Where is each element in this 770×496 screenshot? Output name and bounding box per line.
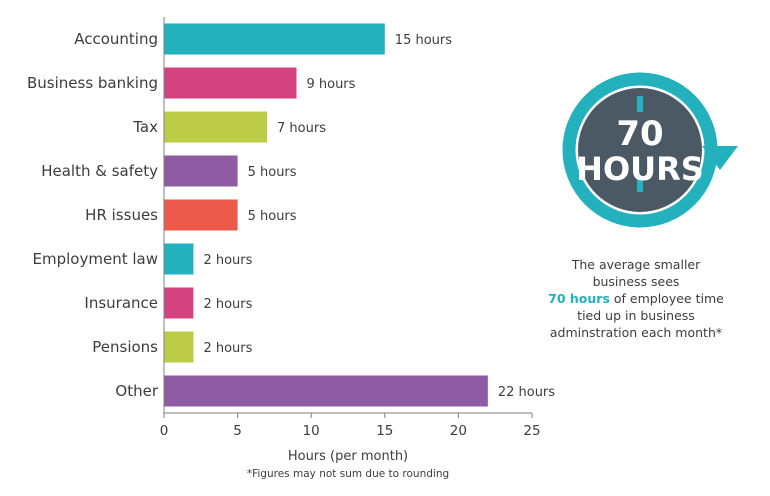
callout-line-2: business sees xyxy=(592,274,680,289)
category-label-pensions: Pensions xyxy=(92,338,158,356)
clock-value: 70 xyxy=(616,114,663,154)
bar-hr-issues xyxy=(164,199,238,231)
value-label-hr-issues: 5 hours xyxy=(248,209,297,224)
x-tick-label: 10 xyxy=(303,423,320,439)
bars-layer: Accounting 15 hours Business banking 9 hour… xyxy=(27,23,555,407)
x-tick-label: 15 xyxy=(376,423,393,439)
callout-line-1: The average smaller xyxy=(571,257,701,272)
bar-insurance xyxy=(164,287,194,319)
category-label-insurance: Insurance xyxy=(84,294,158,312)
bar-business-banking xyxy=(164,67,297,99)
value-label-employment-law: 2 hours xyxy=(203,253,252,268)
category-label-tax: Tax xyxy=(132,118,158,136)
category-label-other: Other xyxy=(115,382,158,400)
clock-icon: 70 HOURS xyxy=(562,72,738,228)
value-label-pensions: 2 hours xyxy=(203,341,252,356)
x-tick-label: 25 xyxy=(523,423,540,439)
callout-text: The average smaller business sees 70 hou… xyxy=(536,256,736,341)
x-tick-label: 20 xyxy=(450,423,467,439)
value-label-insurance: 2 hours xyxy=(203,297,252,312)
callout-line-5: adminstration each month* xyxy=(549,325,723,340)
bar-health-safety xyxy=(164,155,238,187)
clock-unit: HOURS xyxy=(576,150,704,188)
category-label-employment-law: Employment law xyxy=(33,250,158,268)
value-label-health-safety: 5 hours xyxy=(248,165,297,180)
x-axis: 0 5 10 15 20 25 xyxy=(160,17,541,439)
callout-highlight: 70 hours xyxy=(548,291,610,306)
value-label-business-banking: 9 hours xyxy=(306,77,355,92)
bar-tax xyxy=(164,111,268,143)
category-label-health-safety: Health & safety xyxy=(41,162,158,180)
clock-arrow-icon xyxy=(702,146,738,170)
bar-pensions xyxy=(164,331,194,363)
callout-line-4: tied up in business xyxy=(577,308,695,323)
clock-hand-top xyxy=(637,96,643,112)
value-label-accounting: 15 hours xyxy=(395,33,452,48)
footnote: *Figures may not sum due to rounding xyxy=(247,468,449,480)
x-tick-label: 5 xyxy=(233,423,242,439)
bar-accounting xyxy=(164,23,385,55)
clock-hand-bottom xyxy=(637,178,643,192)
bar-other xyxy=(164,375,488,407)
category-label-accounting: Accounting xyxy=(74,30,158,48)
value-label-tax: 7 hours xyxy=(277,121,326,136)
callout-line-3: 70 hours of employee time xyxy=(536,290,736,307)
category-label-business-banking: Business banking xyxy=(27,74,158,92)
x-axis-title: Hours (per month) xyxy=(288,449,408,464)
value-label-other: 22 hours xyxy=(498,385,555,400)
x-tick-label: 0 xyxy=(160,423,169,439)
callout-line-3-rest: of employee time xyxy=(609,291,724,306)
clock-face xyxy=(578,88,702,212)
bar-employment-law xyxy=(164,243,194,275)
category-label-hr-issues: HR issues xyxy=(85,206,158,224)
